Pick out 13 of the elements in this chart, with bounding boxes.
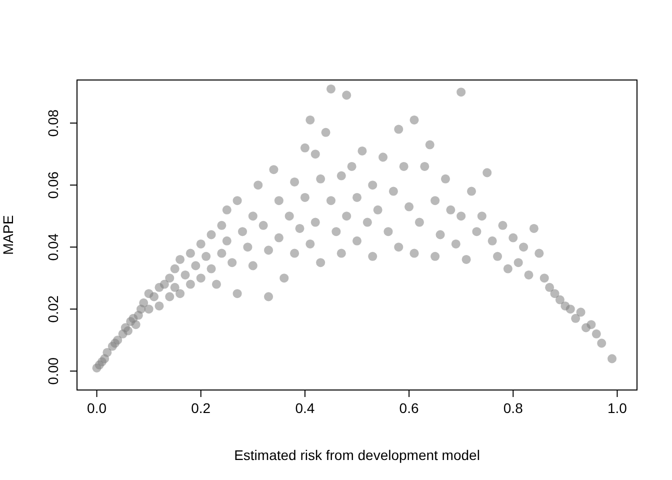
y-tick-label: 0.00 [45, 357, 61, 385]
x-axis-title: Estimated risk from development model [234, 447, 480, 463]
x-tick-label: 0.0 [87, 400, 107, 416]
x-tick-label: 1.0 [607, 400, 628, 416]
x-tick-label: 0.6 [399, 400, 419, 416]
y-tick-label: 0.04 [45, 233, 61, 261]
x-tick-label: 0.4 [295, 400, 315, 416]
y-tick-label: 0.02 [45, 295, 61, 323]
y-axis-title: MAPE [0, 215, 16, 255]
y-tick-label: 0.06 [45, 171, 61, 199]
x-tick-label: 0.8 [503, 400, 524, 416]
x-tick-label: 0.2 [191, 400, 211, 416]
y-tick-label: 0.08 [45, 109, 61, 137]
